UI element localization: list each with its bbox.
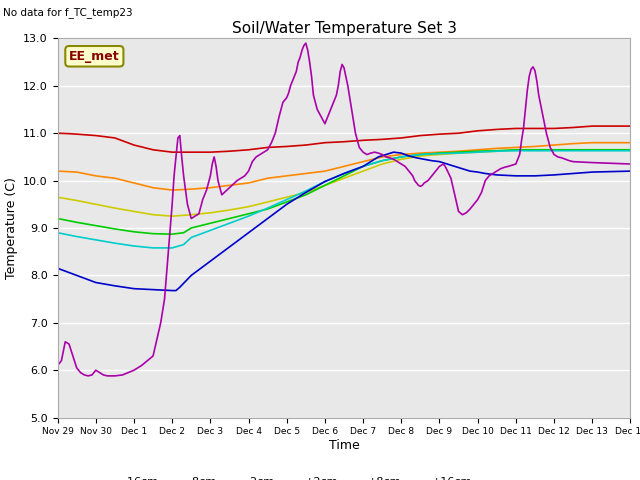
Y-axis label: Temperature (C): Temperature (C)	[4, 177, 17, 279]
Text: No data for f_TC_temp23: No data for f_TC_temp23	[3, 7, 133, 18]
Text: EE_met: EE_met	[69, 50, 120, 63]
X-axis label: Time: Time	[328, 439, 360, 452]
Title: Soil/Water Temperature Set 3: Soil/Water Temperature Set 3	[232, 21, 456, 36]
